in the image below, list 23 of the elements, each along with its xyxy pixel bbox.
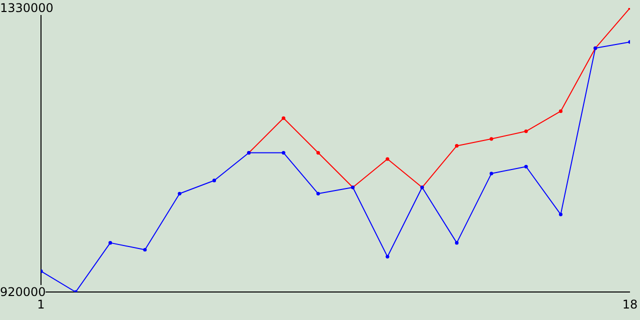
point [490, 137, 494, 141]
point [316, 192, 320, 196]
point [454, 241, 459, 245]
point [524, 130, 528, 134]
point [386, 157, 390, 161]
point [558, 109, 563, 114]
point [143, 248, 147, 252]
point [282, 150, 286, 155]
point [558, 212, 563, 216]
point [386, 254, 390, 258]
point [212, 178, 216, 182]
point [454, 144, 459, 148]
point [108, 241, 112, 245]
point [178, 192, 182, 196]
y-tick-label: 1330000 [0, 1, 54, 15]
point [524, 164, 528, 168]
point [490, 172, 494, 176]
line-series [247, 8, 630, 190]
x-tick-label: 1 [37, 298, 45, 312]
point [316, 150, 320, 155]
point [282, 116, 286, 120]
x-tick-label: 18 [622, 298, 638, 312]
y-tick-label: 920000 [0, 285, 46, 299]
